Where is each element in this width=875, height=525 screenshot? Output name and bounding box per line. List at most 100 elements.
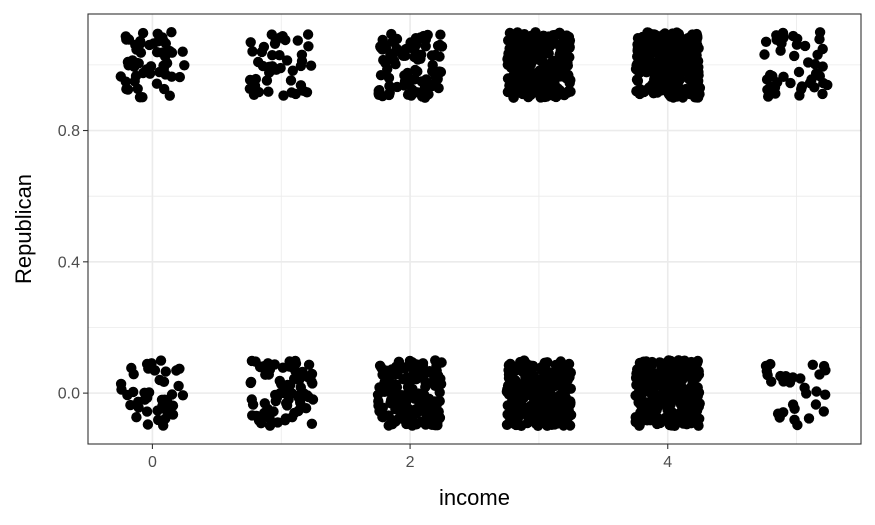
data-point: [534, 44, 545, 55]
data-point: [660, 412, 671, 423]
data-point: [647, 406, 658, 417]
data-point: [277, 387, 289, 399]
data-point: [261, 75, 273, 86]
data-point: [764, 69, 776, 81]
data-point: [142, 419, 154, 430]
data-point: [295, 397, 306, 408]
data-point: [373, 89, 385, 101]
data-point: [673, 355, 684, 366]
data-point: [132, 83, 143, 95]
data-point: [387, 49, 398, 60]
data-point: [433, 82, 444, 94]
data-point: [152, 28, 163, 39]
data-point: [144, 68, 156, 79]
data-point: [412, 54, 423, 65]
y-axis-ticks: 0.0 0.4 0.8: [58, 123, 88, 403]
data-point: [137, 27, 149, 39]
data-point: [668, 28, 679, 40]
x-tick-label: 0: [148, 454, 157, 471]
y-axis-title: Republican: [11, 174, 36, 284]
data-point: [765, 358, 776, 370]
data-point: [390, 365, 401, 376]
data-point: [383, 72, 395, 84]
data-point: [174, 363, 185, 374]
data-point: [677, 410, 688, 421]
data-point: [693, 387, 705, 398]
data-point: [502, 400, 513, 411]
data-point: [387, 419, 398, 430]
data-point: [543, 66, 555, 77]
data-point: [510, 375, 521, 386]
data-point: [536, 91, 547, 102]
data-point: [644, 374, 655, 386]
data-point: [143, 387, 155, 398]
data-point: [272, 417, 283, 428]
data-point: [270, 389, 281, 401]
data-point: [541, 357, 553, 368]
data-point: [302, 29, 314, 40]
data-point: [520, 75, 531, 86]
data-point: [430, 413, 441, 424]
data-point: [269, 38, 281, 49]
x-axis-title: income: [439, 485, 510, 510]
data-point: [420, 381, 431, 393]
data-point: [659, 44, 671, 55]
data-point: [693, 70, 704, 81]
data-point: [177, 390, 189, 401]
data-point: [646, 356, 658, 368]
data-point: [133, 58, 144, 69]
data-point: [542, 395, 553, 406]
data-point: [281, 55, 293, 66]
data-point: [247, 399, 259, 410]
data-point: [811, 386, 822, 397]
data-point: [306, 418, 318, 429]
x-axis-ticks: 0 2 4: [148, 444, 672, 471]
data-point: [691, 44, 702, 55]
data-point: [518, 380, 530, 391]
data-point: [158, 420, 169, 431]
data-point: [166, 27, 177, 38]
data-point: [164, 90, 175, 101]
data-point: [530, 27, 541, 38]
plot-panel-background: [88, 14, 861, 444]
data-point: [245, 37, 256, 48]
data-point: [680, 52, 691, 63]
data-point: [789, 50, 800, 62]
y-tick-label: 0.4: [58, 254, 80, 271]
data-point: [377, 39, 388, 50]
data-point: [376, 363, 387, 374]
data-point: [307, 378, 318, 389]
data-point: [529, 76, 540, 87]
data-point: [373, 399, 384, 411]
data-point: [554, 89, 566, 100]
data-point: [429, 372, 440, 384]
data-point: [789, 403, 800, 414]
data-point: [146, 358, 157, 369]
plot-panel-border: [87, 13, 862, 445]
data-point: [762, 369, 773, 381]
data-point: [133, 402, 144, 413]
data-point: [531, 416, 542, 427]
data-point: [564, 420, 576, 431]
data-point: [286, 87, 297, 98]
data-point: [407, 409, 419, 420]
data-point: [287, 412, 298, 423]
data-point: [250, 356, 261, 367]
data-point: [820, 365, 831, 376]
data-point: [125, 399, 136, 411]
data-point: [287, 65, 298, 76]
data-point: [263, 86, 274, 97]
data-point: [523, 52, 534, 63]
data-point: [131, 412, 142, 423]
data-point: [177, 46, 188, 57]
data-point: [647, 414, 659, 425]
data-point: [301, 87, 313, 98]
data-point: [791, 39, 803, 50]
data-point: [640, 34, 651, 45]
data-point: [285, 75, 297, 86]
data-point: [565, 367, 576, 378]
data-point: [817, 43, 828, 55]
data-point: [512, 75, 523, 86]
data-point: [115, 71, 127, 82]
data-point: [251, 410, 262, 422]
